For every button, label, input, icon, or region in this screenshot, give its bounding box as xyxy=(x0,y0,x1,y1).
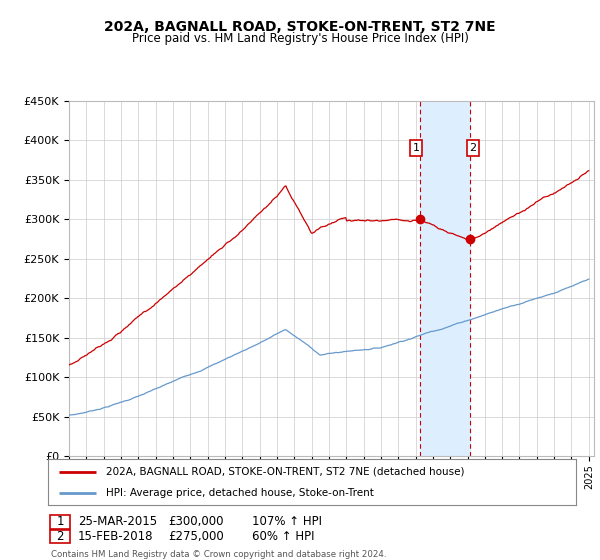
Text: 25-MAR-2015: 25-MAR-2015 xyxy=(78,515,157,529)
Bar xyxy=(419,101,470,456)
Text: 15-FEB-2018: 15-FEB-2018 xyxy=(78,530,154,543)
Text: 202A, BAGNALL ROAD, STOKE-ON-TRENT, ST2 7NE: 202A, BAGNALL ROAD, STOKE-ON-TRENT, ST2 … xyxy=(104,20,496,34)
Text: 202A, BAGNALL ROAD, STOKE-ON-TRENT, ST2 7NE (detached house): 202A, BAGNALL ROAD, STOKE-ON-TRENT, ST2 … xyxy=(106,466,464,477)
Text: 60% ↑ HPI: 60% ↑ HPI xyxy=(252,530,314,543)
Text: HPI: Average price, detached house, Stoke-on-Trent: HPI: Average price, detached house, Stok… xyxy=(106,488,374,498)
Text: £300,000: £300,000 xyxy=(168,515,224,529)
Text: Contains HM Land Registry data © Crown copyright and database right 2024.
This d: Contains HM Land Registry data © Crown c… xyxy=(51,550,386,560)
Text: £275,000: £275,000 xyxy=(168,530,224,543)
Text: 107% ↑ HPI: 107% ↑ HPI xyxy=(252,515,322,529)
Text: 1: 1 xyxy=(413,143,419,153)
Text: 2: 2 xyxy=(469,143,476,153)
Text: 2: 2 xyxy=(56,530,64,543)
Text: 1: 1 xyxy=(56,515,64,529)
Text: Price paid vs. HM Land Registry's House Price Index (HPI): Price paid vs. HM Land Registry's House … xyxy=(131,32,469,45)
